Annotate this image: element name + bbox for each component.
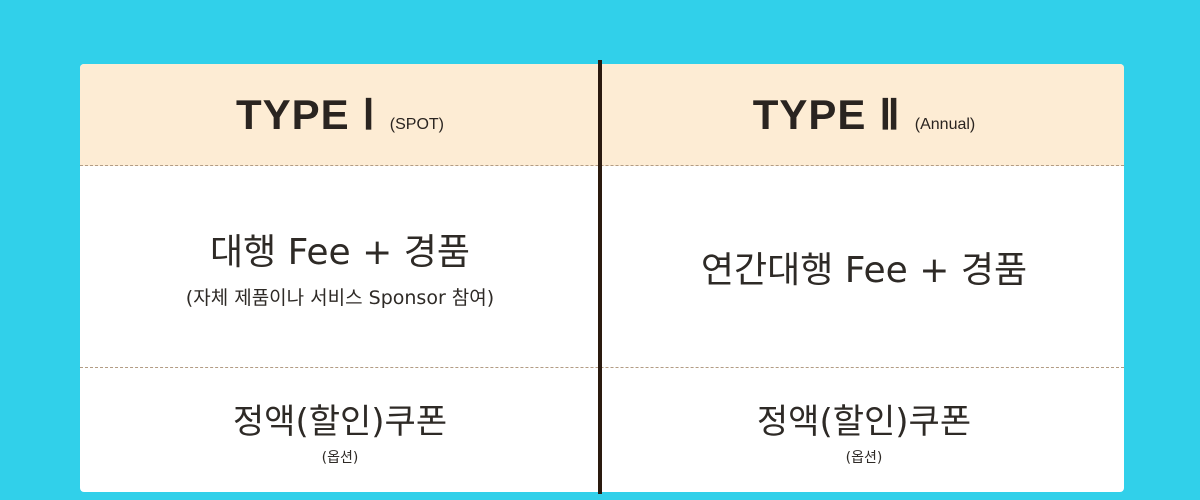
- column-divider: [598, 60, 602, 494]
- header-row: TYPE Ⅰ (SPOT) TYPE Ⅱ (Annual): [80, 64, 1124, 166]
- type1-coupon-cell: 정액(할인)쿠폰 (옵션): [80, 368, 600, 492]
- comparison-table: TYPE Ⅰ (SPOT) TYPE Ⅱ (Annual) 대행 Fee + 경…: [80, 64, 1124, 492]
- coupon-row: 정액(할인)쿠폰 (옵션) 정액(할인)쿠폰 (옵션): [80, 368, 1124, 492]
- type1-option: (옵션): [321, 449, 359, 466]
- type2-title: TYPE Ⅱ: [752, 91, 901, 138]
- fee-row: 대행 Fee + 경품 (자체 제품이나 서비스 Sponsor 참여) 연간대…: [80, 166, 1124, 368]
- type1-fee-note: (자체 제품이나 서비스 Sponsor 참여): [185, 287, 495, 309]
- type2-coupon-cell: 정액(할인)쿠폰 (옵션): [604, 368, 1124, 492]
- type2-header: TYPE Ⅱ (Annual): [604, 64, 1124, 165]
- type1-fee: 대행 Fee + 경품: [209, 232, 470, 273]
- type2-subtitle: (Annual): [914, 116, 976, 133]
- type1-title: TYPE Ⅰ: [236, 91, 376, 138]
- type2-fee: 연간대행 Fee + 경품: [700, 249, 1028, 291]
- type1-fee-cell: 대행 Fee + 경품 (자체 제품이나 서비스 Sponsor 참여): [80, 166, 600, 367]
- type1-header: TYPE Ⅰ (SPOT): [80, 64, 600, 165]
- type1-coupon: 정액(할인)쿠폰: [232, 401, 448, 442]
- type2-option: (옵션): [845, 449, 883, 466]
- type2-fee-cell: 연간대행 Fee + 경품: [604, 166, 1124, 367]
- type1-subtitle: (SPOT): [389, 116, 444, 133]
- type2-coupon: 정액(할인)쿠폰: [756, 401, 972, 442]
